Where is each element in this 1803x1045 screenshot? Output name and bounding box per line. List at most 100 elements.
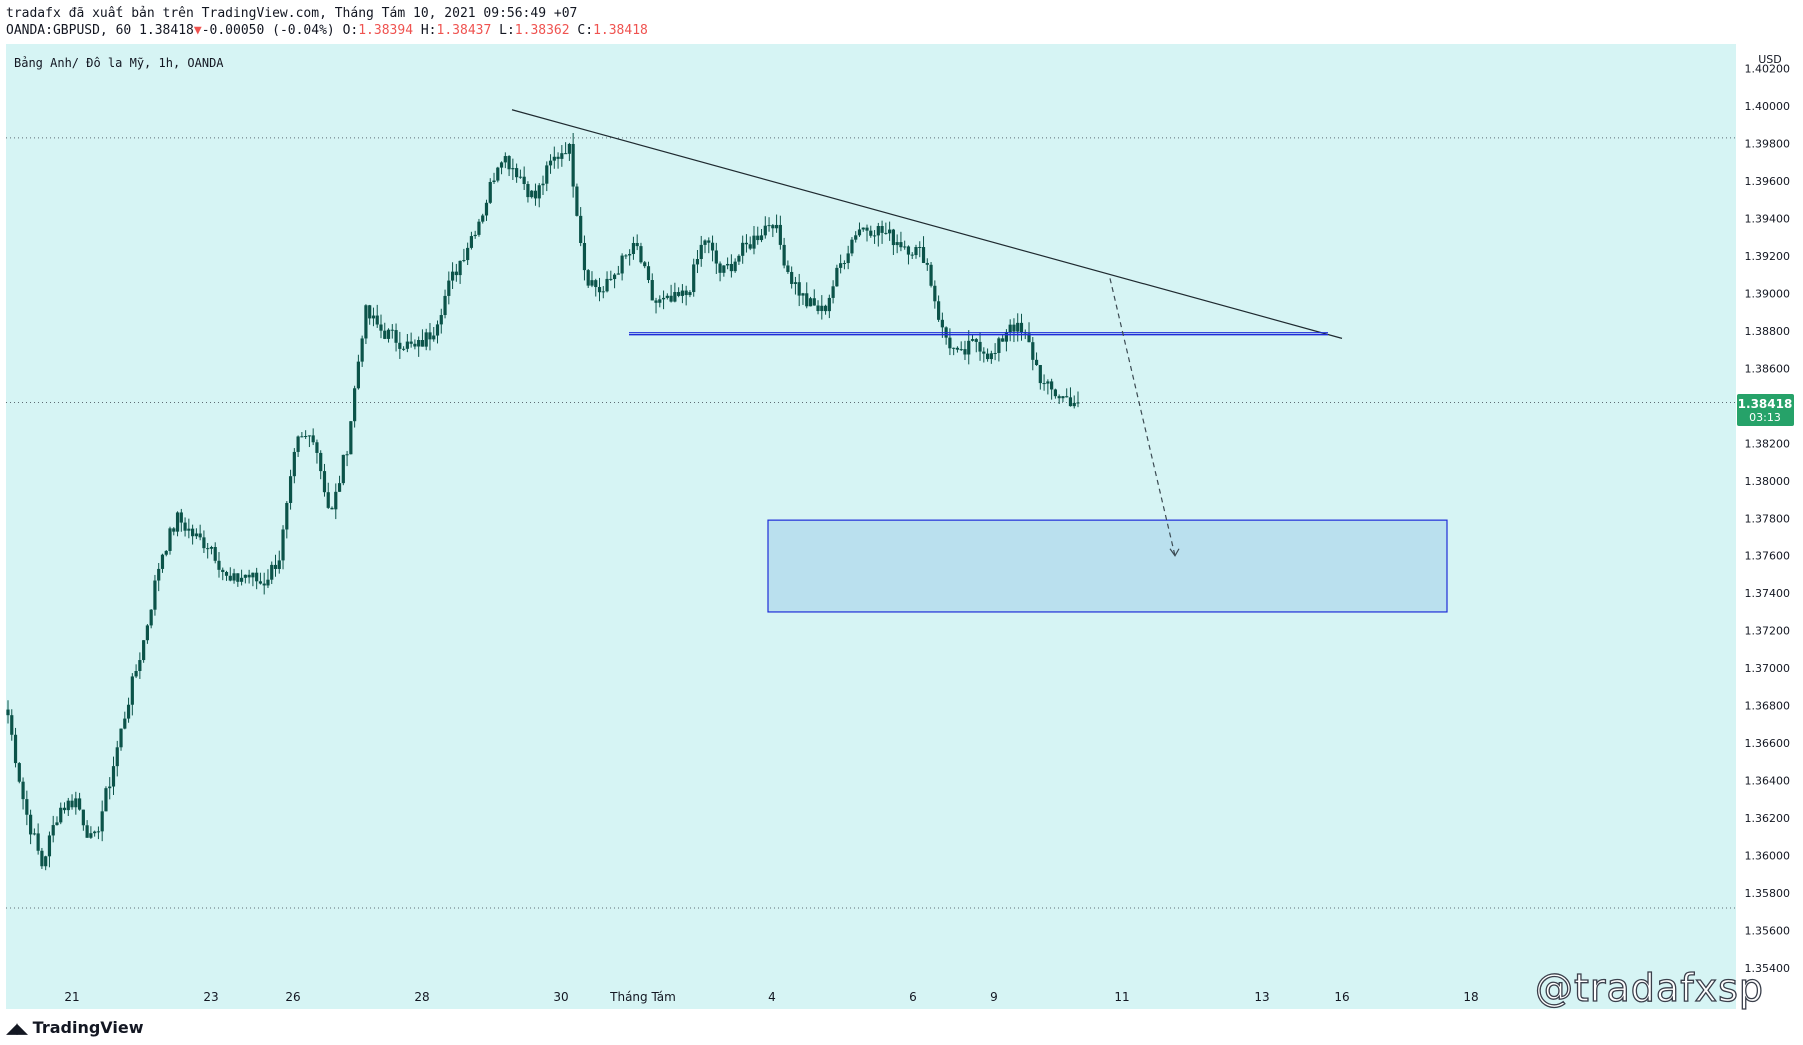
- candle-body: [138, 660, 142, 672]
- candle-body: [571, 143, 575, 187]
- price-tick-label: 1.36800: [1745, 700, 1791, 713]
- candle-body: [624, 255, 628, 257]
- candle-body: [262, 583, 266, 586]
- candle-body: [51, 825, 55, 836]
- candle-body: [85, 825, 89, 838]
- candle-body: [910, 254, 914, 256]
- candle-body: [405, 341, 409, 349]
- candle-body: [288, 476, 293, 503]
- candle-body: [869, 230, 873, 236]
- candle-body: [714, 250, 718, 264]
- candle-body: [247, 574, 251, 578]
- candle-body: [831, 286, 835, 298]
- candle-body: [918, 247, 922, 249]
- candle-body: [579, 215, 583, 243]
- candle-body: [157, 568, 161, 581]
- candle-body: [89, 833, 93, 838]
- brand-label: TradingView: [32, 1018, 144, 1037]
- candle-body: [371, 315, 376, 319]
- published-line: tradafx đã xuất bản trên TradingView.com…: [6, 6, 578, 21]
- candle-body: [654, 300, 658, 303]
- candle-body: [827, 297, 831, 312]
- currency-label: USD: [1758, 53, 1782, 66]
- projection-arrow[interactable]: [1109, 278, 1176, 556]
- candle-body: [1008, 324, 1012, 333]
- change-value: -0.00050 (-0.04%): [201, 23, 335, 38]
- candle-body: [454, 271, 458, 276]
- time-tick-label: 21: [64, 990, 79, 1004]
- candle-body: [526, 184, 530, 198]
- target-zone-rect[interactable]: [767, 519, 1448, 613]
- time-tick-label: 16: [1334, 990, 1349, 1004]
- candle-body: [515, 168, 519, 178]
- candle-body: [232, 573, 236, 581]
- candle-body: [77, 798, 82, 810]
- candle-body: [857, 229, 862, 236]
- candle-body: [172, 528, 176, 532]
- candle-body: [786, 265, 790, 272]
- candle-body: [989, 353, 993, 360]
- price-tick-label: 1.38000: [1745, 475, 1791, 488]
- trendline[interactable]: [511, 109, 1343, 339]
- candle-body: [612, 274, 617, 280]
- candle-body: [164, 550, 168, 555]
- close-label: C:: [577, 23, 594, 38]
- candle-body: [443, 295, 447, 316]
- candle-body: [217, 560, 221, 570]
- candle-body: [296, 436, 300, 452]
- candle-body: [1046, 381, 1050, 384]
- candle-body: [66, 800, 70, 811]
- candle-body: [375, 315, 379, 325]
- candle-body: [530, 190, 534, 198]
- price-tick-label: 1.38200: [1745, 437, 1791, 450]
- price-axis[interactable]: 1.40200 1.40000 1.39800 1.39600 1.39400 1.392…: [1745, 63, 1791, 975]
- candle-body: [925, 262, 929, 265]
- candle-body: [1076, 402, 1080, 404]
- candle-body: [782, 244, 786, 266]
- candle-body: [985, 353, 990, 360]
- candle-body: [221, 569, 225, 572]
- time-tick-label: Tháng Tám: [609, 990, 676, 1004]
- candle-body: [643, 262, 647, 267]
- time-tick-label: 30: [553, 990, 568, 1004]
- candle-body: [967, 340, 971, 355]
- candle-body: [206, 548, 210, 550]
- candle-body: [315, 442, 319, 453]
- candle-body: [552, 156, 556, 161]
- candle-body: [959, 349, 963, 351]
- time-axis[interactable]: 21 23 26 28 30 Tháng Tám 4 6 9 11 13 16 18: [64, 990, 1478, 1004]
- candle-body: [1004, 332, 1009, 342]
- candle-body: [435, 324, 440, 336]
- candle-body: [575, 186, 579, 216]
- candle-body: [243, 574, 247, 578]
- candle-body: [334, 491, 338, 510]
- candle-body: [1057, 396, 1061, 399]
- time-tick-label: 11: [1114, 990, 1129, 1004]
- candle-body: [304, 436, 308, 438]
- candle-body: [353, 388, 357, 422]
- candle-body: [820, 305, 824, 312]
- candle-body: [921, 247, 926, 263]
- candle-body: [635, 242, 639, 247]
- candle-body: [319, 452, 323, 472]
- candle-body: [752, 235, 756, 249]
- candle-body: [187, 528, 191, 531]
- candle-body: [1031, 342, 1035, 360]
- price-tick-label: 1.37600: [1745, 550, 1791, 563]
- candle-body: [420, 340, 425, 347]
- candle-body: [202, 537, 206, 549]
- candle-body: [518, 176, 522, 178]
- low-value: 1.38362: [514, 23, 570, 38]
- tradingview-logo[interactable]: ◢◣ TradingView: [6, 1018, 144, 1037]
- candle-body: [597, 287, 602, 293]
- price-axis-background: [1736, 44, 1803, 1009]
- candle-body: [349, 421, 353, 455]
- price-tick-label: 1.37200: [1745, 625, 1791, 638]
- candle-body: [684, 290, 688, 296]
- symbol-label[interactable]: OANDA:GBPUSD, 60: [6, 23, 132, 38]
- candle-body: [903, 246, 907, 248]
- candle-body: [756, 235, 760, 241]
- price-tick-label: 1.35600: [1745, 925, 1791, 938]
- candle-body: [609, 278, 613, 280]
